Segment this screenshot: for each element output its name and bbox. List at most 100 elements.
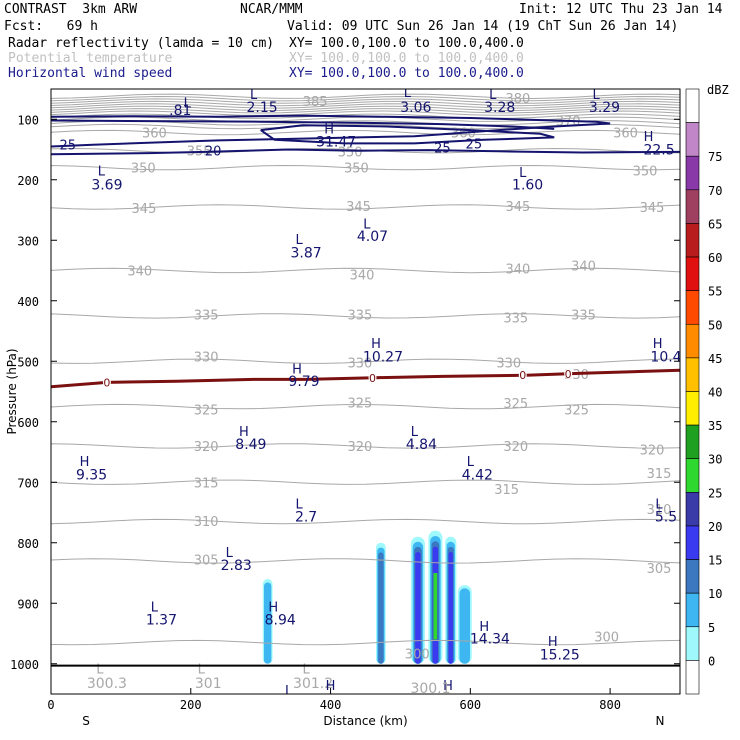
colorbar-box [685, 525, 700, 560]
extremum-marker: H [268, 600, 278, 615]
extremum-value: 22.5 [643, 143, 674, 159]
theta-label: 345 [640, 201, 665, 216]
org-label: NCAR/MMM [240, 2, 303, 17]
colorbar-label: 55 [708, 285, 722, 299]
extremum-value: .81 [169, 103, 191, 119]
y-tick-label: 200 [17, 174, 39, 188]
theta-contour [51, 164, 680, 171]
theta-contour [51, 639, 680, 646]
extremum-marker: L [302, 663, 310, 678]
extremum-marker: L [198, 663, 206, 678]
theta-contour [51, 95, 680, 102]
colorbar-box [685, 88, 700, 123]
field-name-wind: Horizontal wind speed [8, 66, 173, 81]
theta-label: 380 [505, 92, 530, 107]
theta-label: 300 [594, 631, 619, 646]
theta-label: 360 [613, 127, 638, 142]
theta-contour [51, 113, 680, 119]
init-time: Init: 12 UTC Thu 23 Jan 14 [519, 2, 723, 17]
theta-contour [51, 147, 680, 154]
y-tick-label: 1000 [10, 658, 39, 672]
extremum-marker: L [655, 497, 663, 512]
theta-label: 350 [344, 162, 369, 177]
extremum-marker: L [285, 684, 293, 699]
theta-label: 315 [494, 483, 519, 498]
x-end-label-right: N [656, 714, 665, 728]
theta-contour [51, 313, 680, 319]
reflectivity-cell [459, 588, 470, 664]
theta-contour [51, 403, 680, 410]
wind-contour-label: 25 [59, 139, 76, 154]
colorbar-label: 40 [708, 386, 722, 400]
extremum-value: 301.2 [293, 676, 333, 692]
extremum-marker: H [324, 122, 334, 137]
theta-label: 345 [505, 200, 530, 215]
theta-label: 320 [503, 440, 528, 455]
extremum-marker: H [548, 635, 558, 650]
zero-dbz-label: 0 [369, 372, 376, 385]
extremum-value: 1.60 [512, 178, 543, 194]
colorbar-label: 0 [708, 654, 715, 668]
extremum-marker: L [250, 88, 258, 103]
extremum-value: 2.83 [221, 558, 252, 574]
colorbar-box [685, 660, 700, 695]
y-tick-label: 100 [17, 113, 39, 127]
reflectivity-cell [378, 552, 384, 664]
colorbar-label: 5 [708, 621, 715, 635]
extremum-marker: H [479, 620, 489, 635]
extremum-marker: L [295, 497, 303, 512]
colorbar-box [685, 189, 700, 224]
theta-label: 310 [647, 503, 672, 518]
x-tick-label: 800 [599, 698, 621, 712]
colorbar-box [685, 492, 700, 527]
theta-label: 330 [347, 356, 372, 371]
wind-contour [260, 124, 555, 145]
theta-contour [51, 98, 680, 104]
extremum-value: 15.1 [439, 692, 470, 708]
forecast-hour: Fcst: 69 h [4, 19, 98, 34]
model-label: CONTRAST 3km ARW [4, 2, 138, 17]
zero-dbz-contour [51, 368, 680, 389]
colorbar-box [685, 559, 700, 594]
field-xy-reflectivity: XY= 100.0,100.0 to 100.0,400.0 [289, 36, 524, 51]
colorbar-label: 25 [708, 486, 722, 500]
theta-label: 335 [194, 309, 219, 324]
y-tick-label: 800 [17, 537, 39, 551]
theta-label: 350 [131, 162, 156, 177]
x-tick-label: 400 [320, 698, 342, 712]
colorbar-box [685, 223, 700, 258]
colorbar-box [685, 592, 700, 628]
extremum-value: 2.15 [246, 100, 277, 116]
colorbar-label: 45 [708, 352, 722, 366]
wind-contour [51, 148, 680, 156]
colorbar-label: 60 [708, 251, 722, 265]
extremum-value: 300.1 [410, 681, 450, 697]
x-tick-label: 200 [180, 698, 202, 712]
field-name-theta: Potential temperature [8, 51, 173, 66]
colorbar-label: 10 [708, 587, 722, 601]
theta-contour [51, 100, 680, 107]
extremum-marker: L [295, 233, 303, 248]
theta-label: 305 [647, 562, 672, 577]
field-xy-wind: XY= 100.0,100.0 to 100.0,400.0 [289, 66, 524, 81]
x-end-label-left: S [82, 714, 90, 728]
extremum-value: 4.84 [406, 437, 437, 453]
extremum-value: 3.87 [291, 245, 322, 261]
x-tick-label: 0 [47, 698, 54, 712]
theta-contour [51, 108, 680, 114]
zero-dbz-label: 0 [519, 369, 526, 382]
theta-label: 340 [505, 263, 530, 278]
extremum-marker: L [404, 86, 412, 101]
x-tick-label: 600 [459, 698, 481, 712]
colorbar-box [685, 391, 700, 426]
extremum-marker: H [292, 363, 302, 378]
wind-contour [51, 114, 611, 148]
theta-label: 320 [347, 440, 372, 455]
wind-contour-label: 25 [434, 142, 451, 157]
field-xy-theta: XY= 100.0,100.0 to 100.0,400.0 [289, 51, 524, 66]
theta-contour [51, 358, 680, 364]
extremum-value: 4.07 [357, 229, 388, 245]
zero-label-bg [102, 377, 111, 388]
zero-label-bg [518, 370, 527, 381]
